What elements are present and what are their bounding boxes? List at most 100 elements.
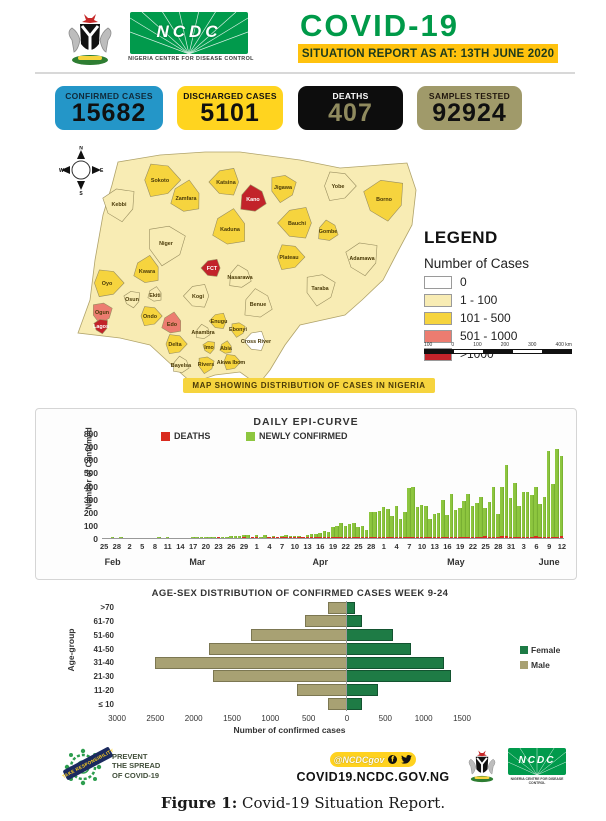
male-bar xyxy=(297,684,347,696)
epi-curve-panel: DAILY EPI-CURVE DEATHS NEWLY CONFIRMED N… xyxy=(35,408,577,580)
epi-bar-day-81 xyxy=(445,433,449,538)
epi-bar-day-55 xyxy=(335,433,339,538)
state-shape-niger xyxy=(149,225,186,267)
epi-bar-day-69 xyxy=(394,433,399,538)
epi-bar-day-104 xyxy=(542,433,547,538)
deaths-bar xyxy=(390,537,394,538)
pyramid-age-group-labels: >70 61-70 51-60 41-50 31-40 21-30 11-20 ≤ 10 xyxy=(72,601,114,711)
confirmed-bar xyxy=(394,505,399,538)
epi-y-tick: 0 xyxy=(93,534,98,544)
scale-label: 0 xyxy=(451,342,455,348)
epi-bar-day-85 xyxy=(462,433,466,538)
state-shape-sokoto xyxy=(144,163,182,197)
age-group-label: 61-70 xyxy=(93,617,114,627)
deaths-bar xyxy=(386,537,390,538)
epi-x-tick: 14 xyxy=(176,542,185,551)
deaths-bar xyxy=(487,536,492,538)
compass-n-label: N xyxy=(79,146,83,152)
pyramid-zero-axis xyxy=(346,601,347,711)
pyramid-legend-male: Male xyxy=(520,660,560,670)
state-shape-zamfara xyxy=(170,179,200,212)
legend-item: 501 - 1000 xyxy=(424,329,574,343)
epi-bar-day-97 xyxy=(513,433,517,538)
stat-card-label: DISCHARGED CASES xyxy=(183,90,277,101)
epi-bar-day-31 xyxy=(233,433,238,538)
confirmed-bar xyxy=(386,509,390,538)
prevent-text-line: OF COVID-19 xyxy=(112,770,160,780)
confirmed-bar xyxy=(318,533,322,538)
ncdc-logo-rays xyxy=(130,12,248,54)
epi-x-tick: 22 xyxy=(341,542,350,551)
deaths-bar xyxy=(517,536,521,538)
pyramid-x-tick: 3000 xyxy=(108,714,126,723)
ncdc-logo-subtext: NIGERIA CENTRE FOR DISEASE CONTROL xyxy=(128,56,254,62)
age-group-label: 21-30 xyxy=(93,672,114,682)
state-label-taraba: Taraba xyxy=(311,286,329,292)
epi-x-tick: 12 xyxy=(557,542,567,551)
epi-month-label-mar: Mar xyxy=(189,557,206,567)
epi-legend-deaths: DEATHS xyxy=(161,431,210,441)
epi-bar-day-99 xyxy=(521,433,526,538)
state-label-borno: Borno xyxy=(376,197,393,203)
confirmed-bar xyxy=(191,537,195,538)
epi-bar-day-88 xyxy=(474,433,479,538)
deaths-bar xyxy=(411,537,415,538)
confirmed-bar xyxy=(508,497,513,538)
epi-bar-day-80 xyxy=(441,433,445,538)
confirmed-bar xyxy=(271,535,276,538)
epi-bar-day-26 xyxy=(212,433,216,538)
epi-bar-day-4 xyxy=(119,433,123,538)
state-label-edo: Edo xyxy=(167,322,178,328)
epi-bar-day-68 xyxy=(390,433,394,538)
deaths-bar xyxy=(470,536,475,538)
male-bar xyxy=(251,629,347,641)
stat-card-deaths: DEATHS 407 xyxy=(298,86,403,130)
confirmed-bar xyxy=(390,515,394,538)
confirmed-bar xyxy=(377,511,382,538)
figure-text: Covid-19 Situation Report. xyxy=(237,794,446,812)
deaths-bar xyxy=(377,537,382,538)
confirmed-bar xyxy=(530,494,534,538)
male-bar xyxy=(209,642,347,655)
pyramid-row-70 xyxy=(117,601,462,615)
epi-x-tick: 9 xyxy=(547,542,552,551)
confirmed-bar xyxy=(458,508,462,538)
epi-bar-day-30 xyxy=(229,433,233,538)
state-shape-kano xyxy=(240,184,267,212)
epi-bar-day-60 xyxy=(356,433,360,538)
epi-y-tick: 800 xyxy=(83,429,98,439)
state-label-lagos: Lagos xyxy=(93,324,109,330)
deaths-bar xyxy=(441,536,445,538)
confirmed-bar xyxy=(436,512,441,538)
state-label-anambra: Anambra xyxy=(191,330,215,336)
epi-bar-day-62 xyxy=(364,433,369,538)
age-group-label: 11-20 xyxy=(93,685,114,695)
epi-bar-day-48 xyxy=(305,433,310,538)
legend-label: 0 xyxy=(460,275,467,289)
state-label-ebonyi: Ebonyi xyxy=(229,327,247,333)
state-label-akwa-ibom: Akwa Ibom xyxy=(217,360,246,366)
deaths-bar xyxy=(474,536,479,538)
epi-x-tick: 7 xyxy=(280,542,285,551)
epi-x-tick: 28 xyxy=(366,542,376,551)
deaths-bar xyxy=(330,537,335,538)
deaths-bar xyxy=(466,537,471,538)
legend-label: 101 - 500 xyxy=(460,311,511,325)
epi-bar-day-76 xyxy=(424,433,428,538)
deaths-bar xyxy=(559,536,564,538)
deaths-bar xyxy=(271,537,276,538)
confirmed-bar xyxy=(220,537,225,538)
confirmed-bar xyxy=(203,537,208,538)
confirmed-bar xyxy=(335,526,339,538)
state-label-plateau: Plateau xyxy=(279,255,298,261)
confirmed-bar xyxy=(407,488,411,538)
pyramid-legend-female: Female xyxy=(520,645,560,655)
state-shape-bayelsa xyxy=(173,355,190,373)
pyramid-row-5160 xyxy=(117,629,462,643)
epi-x-tick: 16 xyxy=(443,542,452,551)
female-bar xyxy=(347,642,411,655)
epi-x-tick: 13 xyxy=(303,542,312,551)
state-label-katsina: Katsina xyxy=(216,180,236,186)
state-shape-kwara xyxy=(133,254,159,283)
pyramid-legend-label: Male xyxy=(531,660,550,670)
